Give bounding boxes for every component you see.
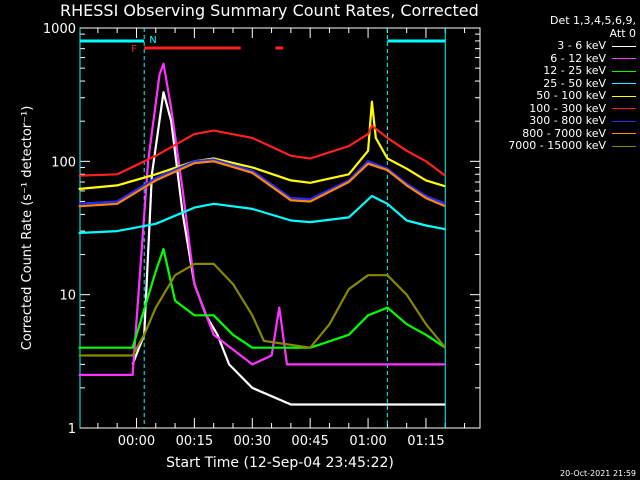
series-line-8 bbox=[78, 160, 446, 208]
legend-swatch bbox=[612, 70, 636, 72]
legend-entry: 7000 - 15000 keV bbox=[486, 140, 636, 153]
legend-swatch bbox=[612, 83, 636, 85]
y-tick-label: 100 bbox=[51, 155, 76, 170]
y-axis-label: Corrected Count Rate (s⁻¹ detector⁻¹) bbox=[20, 106, 35, 351]
legend-swatch bbox=[612, 145, 636, 147]
legend-header-detectors: Det 1,3,4,5,6,9, bbox=[549, 14, 636, 27]
plot-frame bbox=[79, 27, 481, 429]
chart-title: RHESSI Observing Summary Count Rates, Co… bbox=[60, 1, 479, 20]
x-tick-label: 00:00 bbox=[118, 434, 155, 449]
series-line-2 bbox=[78, 62, 446, 376]
legend-label: 100 - 300 keV bbox=[529, 101, 606, 115]
legend-label: 7000 - 15000 keV bbox=[508, 139, 606, 153]
y-tick-label: 1 bbox=[68, 422, 76, 437]
legend-swatch bbox=[612, 120, 636, 122]
x-tick-label: 01:15 bbox=[407, 434, 444, 449]
series-line-1 bbox=[131, 91, 446, 406]
legend-swatch bbox=[612, 95, 636, 97]
legend-entry: 6 - 12 keV bbox=[486, 51, 636, 66]
legend-label: 50 - 100 keV bbox=[536, 89, 606, 103]
legend-entry: 50 - 100 keV bbox=[486, 90, 636, 103]
legend-label: 25 - 50 keV bbox=[543, 76, 606, 90]
legend-label: 6 - 12 keV bbox=[550, 51, 606, 65]
legend-entry: 100 - 300 keV bbox=[486, 101, 636, 116]
legend-entry: 3 - 6 keV bbox=[486, 40, 636, 53]
series-line-9 bbox=[78, 262, 447, 357]
x-tick-label: 00:30 bbox=[234, 434, 271, 449]
axis-ticks bbox=[80, 28, 480, 429]
y-tick-label: 1000 bbox=[43, 22, 76, 37]
flare-label: F bbox=[131, 44, 137, 55]
legend-swatch bbox=[612, 58, 636, 60]
tick-labels: 1 10 100 1000 00:00 00:15 00:30 00:45 01:00 01:15 bbox=[43, 22, 445, 449]
legend-entry: 25 - 50 keV bbox=[486, 76, 636, 91]
x-tick-label: 00:15 bbox=[176, 434, 213, 449]
legend-swatch bbox=[612, 108, 636, 110]
legend-entry: 12 - 25 keV bbox=[486, 65, 636, 78]
legend-entry: 300 - 800 keV bbox=[486, 115, 636, 128]
legend-swatch bbox=[612, 133, 636, 135]
legend: Det 1,3,4,5,6,9, Att 0 3 - 6 keV 6 - 12 k… bbox=[486, 14, 636, 153]
legend-entry: 800 - 7000 keV bbox=[486, 126, 636, 141]
plot-border bbox=[79, 27, 481, 429]
series-line-6 bbox=[78, 124, 446, 177]
legend-header-attenuator: Att 0 bbox=[609, 27, 636, 40]
legend-label: 3 - 6 keV bbox=[557, 39, 606, 53]
generation-timestamp: 20-Oct-2021 21:59 bbox=[560, 469, 636, 478]
legend-swatch bbox=[612, 45, 636, 47]
legend-label: 300 - 800 keV bbox=[529, 114, 606, 128]
series-line-4 bbox=[78, 194, 446, 235]
x-axis-label: Start Time (12-Sep-04 23:45:22) bbox=[166, 455, 394, 471]
series-line-3 bbox=[78, 247, 446, 349]
night-label: N bbox=[149, 35, 156, 46]
series-line-5 bbox=[78, 100, 446, 191]
x-tick-label: 00:45 bbox=[291, 434, 328, 449]
series-lines bbox=[78, 62, 447, 406]
y-tick-label: 10 bbox=[59, 289, 76, 304]
series-line-7 bbox=[78, 158, 446, 205]
legend-label: 12 - 25 keV bbox=[543, 64, 606, 78]
x-tick-label: 01:00 bbox=[349, 434, 386, 449]
annotation-markers: NF bbox=[79, 28, 446, 428]
legend-label: 800 - 7000 keV bbox=[522, 126, 606, 140]
